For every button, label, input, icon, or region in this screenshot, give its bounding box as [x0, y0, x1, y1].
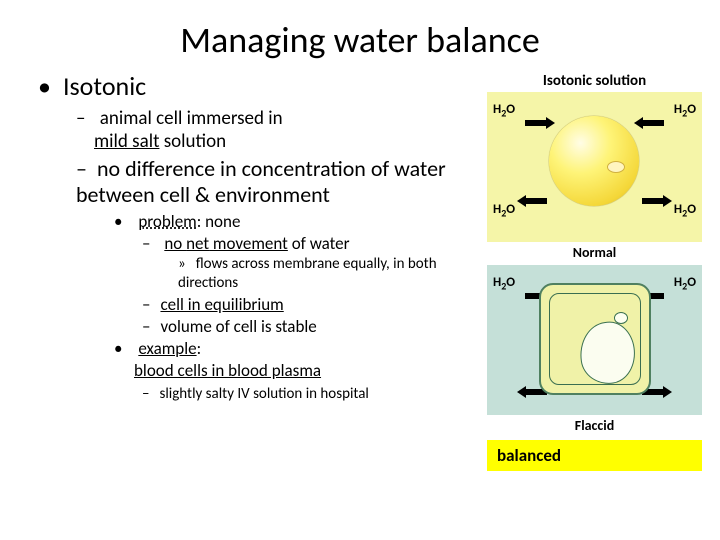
arrow-in-icon — [642, 120, 664, 126]
h2o-label: H2O — [493, 102, 515, 120]
slide-title: Managing water balance — [0, 0, 720, 70]
h2o-label: H2O — [674, 202, 696, 220]
normal-label: Normal — [487, 244, 702, 261]
bullet-l4d: slightly salty IV solution in hospital — [30, 385, 455, 404]
nucleus-shape — [614, 312, 628, 324]
bullet-l4a: no net movement of water — [30, 233, 455, 254]
bullet-l4b: cell in equilibrium — [30, 294, 455, 315]
bullet-l4c: volume of cell is stable — [30, 316, 455, 337]
h2o-label: H2O — [493, 275, 515, 293]
bullet-l2a: animal cell immersed in mild salt soluti… — [30, 107, 455, 155]
bullet-l2b: no difference in concentration of water … — [30, 156, 455, 209]
bullet-content: Isotonic animal cell immersed in mild sa… — [0, 70, 455, 404]
h2o-label: H2O — [674, 275, 696, 293]
bullet-l3b: example: blood cells in blood plasma — [30, 338, 455, 381]
arrow-in-icon — [525, 120, 547, 126]
arrow-out-icon — [642, 198, 664, 204]
diagram-sidebar: Isotonic solution H2O H2O H2O H2O Normal… — [487, 72, 702, 471]
arrow-out-icon — [525, 198, 547, 204]
bullet-l3a: problem: none — [30, 211, 455, 232]
nucleus-shape — [607, 161, 625, 173]
bullet-l5: flows across membrane equally, in both d… — [30, 255, 455, 293]
animal-cell-panel: H2O H2O H2O H2O — [487, 92, 702, 242]
bullet-l1: Isotonic — [30, 70, 455, 103]
flaccid-label: Flaccid — [487, 417, 702, 434]
balanced-highlight: balanced — [487, 440, 702, 471]
solution-title: Isotonic solution — [487, 72, 702, 90]
plant-cell-shape — [539, 283, 651, 395]
plant-membrane-shape — [549, 293, 641, 385]
h2o-label: H2O — [493, 202, 515, 220]
animal-cell-shape — [549, 116, 639, 206]
plant-cell-panel: H2O H2O — [487, 265, 702, 415]
vacuole-shape — [576, 318, 639, 387]
h2o-label: H2O — [674, 102, 696, 120]
